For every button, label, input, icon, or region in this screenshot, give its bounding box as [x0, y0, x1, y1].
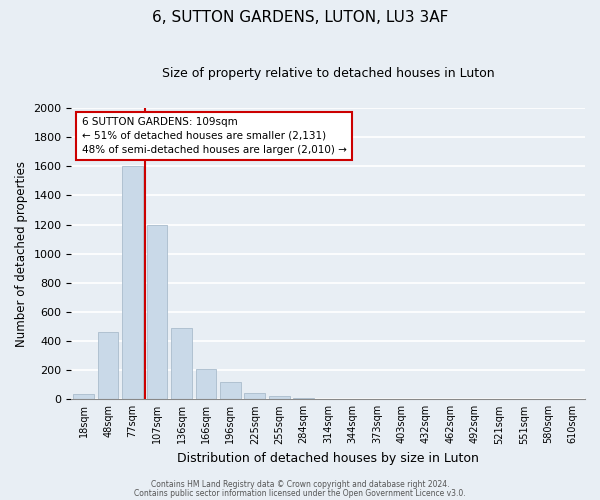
Bar	[171, 328, 192, 400]
Bar	[146, 224, 167, 400]
Text: 6, SUTTON GARDENS, LUTON, LU3 3AF: 6, SUTTON GARDENS, LUTON, LU3 3AF	[152, 10, 448, 25]
Bar	[220, 382, 241, 400]
Bar	[98, 332, 118, 400]
Bar	[73, 394, 94, 400]
Bar	[293, 398, 314, 400]
Bar	[269, 396, 290, 400]
Bar	[244, 393, 265, 400]
Text: Contains HM Land Registry data © Crown copyright and database right 2024.: Contains HM Land Registry data © Crown c…	[151, 480, 449, 489]
Bar	[122, 166, 143, 400]
Title: Size of property relative to detached houses in Luton: Size of property relative to detached ho…	[162, 68, 494, 80]
Text: 6 SUTTON GARDENS: 109sqm
← 51% of detached houses are smaller (2,131)
48% of sem: 6 SUTTON GARDENS: 109sqm ← 51% of detach…	[82, 117, 347, 155]
Y-axis label: Number of detached properties: Number of detached properties	[15, 160, 28, 346]
X-axis label: Distribution of detached houses by size in Luton: Distribution of detached houses by size …	[177, 452, 479, 465]
Bar	[196, 368, 217, 400]
Text: Contains public sector information licensed under the Open Government Licence v3: Contains public sector information licen…	[134, 489, 466, 498]
